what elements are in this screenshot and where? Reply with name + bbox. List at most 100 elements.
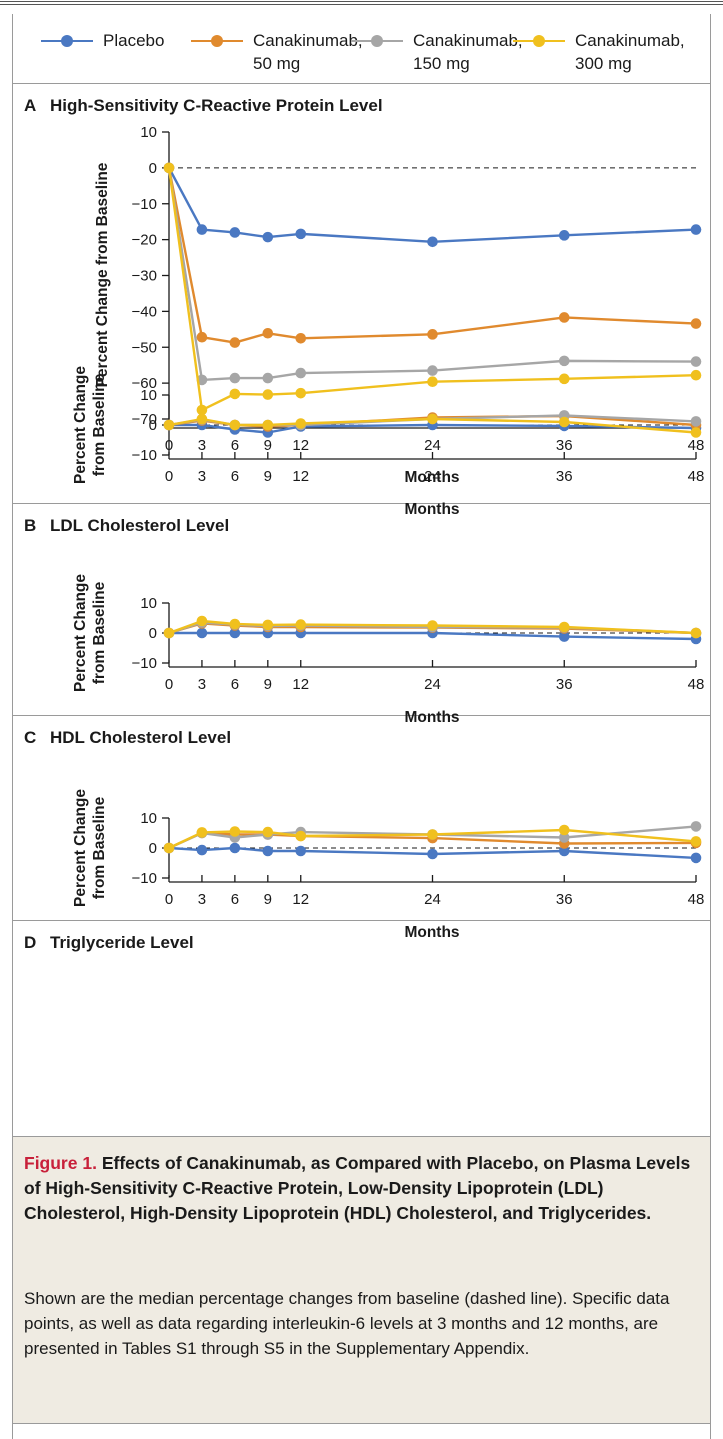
data-point: [196, 331, 208, 343]
series-line: [168, 828, 697, 850]
x-tick-label: 0: [165, 891, 173, 908]
x-tick-label: 48: [688, 891, 705, 908]
figure-label: Figure 1.: [24, 1153, 97, 1173]
x-tick-label: 12: [292, 891, 309, 908]
data-point: [690, 369, 702, 381]
caption-title: Figure 1. Effects of Canakinumab, as Com…: [24, 1151, 700, 1226]
data-point: [295, 367, 307, 379]
caption-title-text: Effects of Canakinumab, as Compared with…: [24, 1153, 691, 1223]
data-point: [163, 162, 175, 174]
panel-c: C HDL Cholesterol Level 10 0 −10 0 3 6 9 12 24 36 4…: [13, 574, 710, 921]
data-point: [558, 621, 570, 633]
x-tick-label: 6: [231, 891, 239, 908]
data-point: [558, 373, 570, 385]
data-point: [163, 842, 175, 854]
data-point: [558, 416, 570, 428]
y-tick-label: −20: [132, 232, 157, 249]
series-line: [168, 619, 697, 635]
legend-label: Canakinumab, 150 mg: [413, 31, 523, 73]
x-tick-label: 24: [424, 437, 441, 454]
data-point: [558, 832, 570, 843]
panel-letter: D: [24, 933, 37, 952]
panel-title-text: LDL Cholesterol Level: [50, 516, 230, 535]
data-point: [262, 845, 274, 857]
y-tick-label: −10: [132, 447, 157, 464]
data-point: [295, 228, 307, 240]
top-rule: [0, 0, 723, 7]
data-point: [196, 615, 208, 627]
panel-d: D Triglyceride Level 10 0 −10 0 3 6 9 12 24 36 48 Mo…: [13, 789, 710, 1137]
legend-label: Canakinumab, 50 mg: [253, 31, 363, 73]
y-tick-label: 10: [140, 387, 157, 404]
y-axis-label: Percent Change from Baseline: [72, 574, 108, 692]
data-point: [229, 388, 241, 400]
x-tick-label: 12: [292, 437, 309, 454]
y-axis-label-line: Percent Change: [72, 574, 89, 692]
y-tick-label: 10: [140, 124, 157, 141]
series-line: [167, 167, 697, 243]
data-point: [690, 224, 702, 235]
x-tick-label: 9: [264, 891, 272, 908]
panel-title-text: HDL Cholesterol Level: [50, 728, 232, 747]
y-tick-label: −50: [132, 339, 157, 356]
y-tick-label: −60: [132, 375, 157, 392]
data-point: [196, 627, 208, 639]
data-point: [262, 619, 274, 631]
data-point: [295, 387, 307, 399]
y-tick-label: −10: [132, 870, 157, 887]
data-point: [229, 618, 241, 630]
data-point: [295, 332, 307, 344]
y-axis-label-line: Percent Change: [72, 789, 89, 907]
data-point: [196, 404, 208, 416]
x-tick-label: 36: [556, 468, 573, 485]
panel-title: B LDL Cholesterol Level: [24, 516, 229, 536]
x-tick-label: 48: [688, 468, 705, 485]
data-point: [690, 836, 702, 847]
data-point: [427, 329, 438, 340]
panel-b: B LDL Cholesterol Level 10 0 −10 0 3 6 9 12 24 36 4…: [13, 366, 710, 716]
x-tick-label: 36: [556, 891, 573, 908]
legend-label: Placebo: [103, 31, 165, 50]
data-point: [196, 224, 208, 235]
series-line: [168, 846, 697, 860]
data-point: [262, 389, 274, 400]
data-point: [229, 227, 241, 238]
data-point: [163, 419, 175, 431]
data-point: [262, 372, 274, 384]
data-point: [690, 821, 702, 832]
y-tick-label: −30: [132, 268, 157, 285]
x-tick-label: 6: [231, 437, 239, 454]
data-point: [295, 845, 307, 857]
y-tick-label: −70: [132, 411, 157, 428]
x-axis-label: Months: [404, 924, 459, 941]
data-point: [558, 631, 570, 642]
panel-letter: C: [24, 728, 37, 747]
series-line: [168, 417, 697, 434]
panel-title: C HDL Cholesterol Level: [24, 728, 231, 748]
x-tick-label: 24: [424, 676, 441, 693]
x-tick-label: 6: [231, 468, 239, 485]
y-tick-label: −10: [132, 655, 157, 672]
figure-frame: [12, 14, 711, 1439]
data-point: [690, 356, 702, 367]
data-point: [558, 824, 570, 836]
y-tick-label: 10: [140, 810, 157, 827]
y-tick-label: 10: [140, 595, 157, 612]
x-axis-label: Months: [404, 501, 459, 518]
legend: Placebo Canakinumab, 50 mg Canakinumab, …: [13, 15, 710, 84]
panel-title-text: High-Sensitivity C-Reactive Protein Leve…: [50, 96, 383, 115]
panel-title: A High-Sensitivity C-Reactive Protein Lev…: [24, 96, 383, 116]
data-point: [558, 845, 570, 857]
figure-caption: Figure 1. Effects of Canakinumab, as Com…: [13, 1137, 710, 1424]
panel-a: A High-Sensitivity C-Reactive Protein Lev…: [13, 84, 710, 504]
panel-letter: B: [24, 516, 37, 535]
y-tick-label: 0: [149, 840, 157, 857]
x-tick-label: 3: [198, 891, 206, 908]
y-tick-label: 0: [149, 160, 157, 177]
data-point: [229, 419, 241, 431]
data-point: [295, 619, 307, 630]
data-point: [690, 427, 702, 438]
x-tick-label: 3: [198, 676, 206, 693]
legend-swatch: [513, 35, 565, 47]
